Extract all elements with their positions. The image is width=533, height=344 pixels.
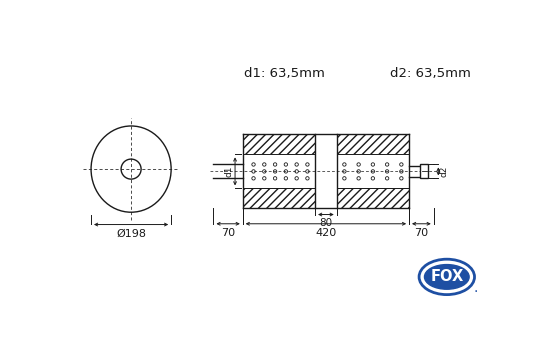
Text: ·: · xyxy=(473,285,478,299)
Text: d2: 63,5mm: d2: 63,5mm xyxy=(390,67,471,80)
Polygon shape xyxy=(315,154,337,189)
Ellipse shape xyxy=(424,265,469,289)
Text: d1: 63,5mm: d1: 63,5mm xyxy=(244,67,325,80)
Text: 420: 420 xyxy=(316,228,336,238)
Text: 70: 70 xyxy=(221,228,235,238)
Polygon shape xyxy=(243,189,315,208)
Text: d2: d2 xyxy=(440,166,449,177)
Text: 80: 80 xyxy=(319,218,333,228)
Polygon shape xyxy=(337,189,409,208)
Text: 70: 70 xyxy=(414,228,429,238)
Text: FOX: FOX xyxy=(430,269,463,284)
Polygon shape xyxy=(337,135,409,154)
Polygon shape xyxy=(243,135,315,154)
Polygon shape xyxy=(243,154,315,189)
Polygon shape xyxy=(337,154,409,189)
Text: Ø198: Ø198 xyxy=(116,228,146,238)
Ellipse shape xyxy=(419,259,474,294)
Text: d1: d1 xyxy=(224,166,233,177)
Bar xyxy=(420,164,427,178)
